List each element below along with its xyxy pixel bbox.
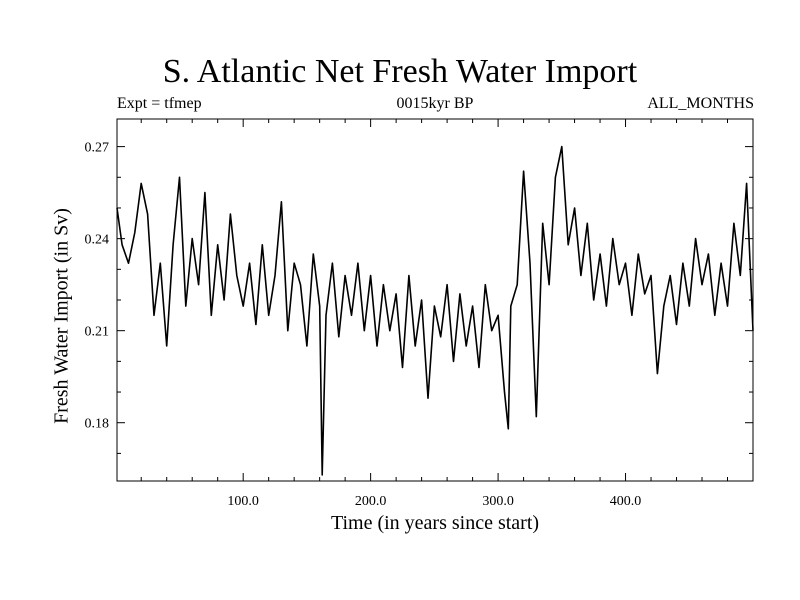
x-tick-label: 100.0	[227, 494, 259, 509]
axis-ticks	[117, 119, 753, 481]
chart-title: S. Atlantic Net Fresh Water Import	[162, 53, 638, 90]
x-tick-label: 400.0	[610, 494, 642, 509]
series-line	[116, 145, 754, 476]
y-tick-label: 0.27	[85, 141, 110, 156]
y-axis-title: Fresh Water Import (in Sv)	[50, 208, 73, 424]
y-tick-label: 0.21	[85, 325, 110, 340]
experiment-label: Expt = tfmep	[117, 95, 202, 112]
y-tick-label: 0.24	[85, 233, 110, 248]
x-axis-title: Time (in years since start)	[330, 512, 540, 534]
tick-labels: 100.0 200.0 300.0 400.0 0.18 0.21 0.24 0.27	[85, 141, 642, 509]
period-label: 0015kyr BP	[396, 95, 474, 112]
x-tick-label: 300.0	[482, 494, 514, 509]
months-label: ALL_MONTHS	[647, 95, 754, 112]
y-tick-label: 0.18	[85, 417, 110, 432]
x-tick-label: 200.0	[355, 494, 387, 509]
